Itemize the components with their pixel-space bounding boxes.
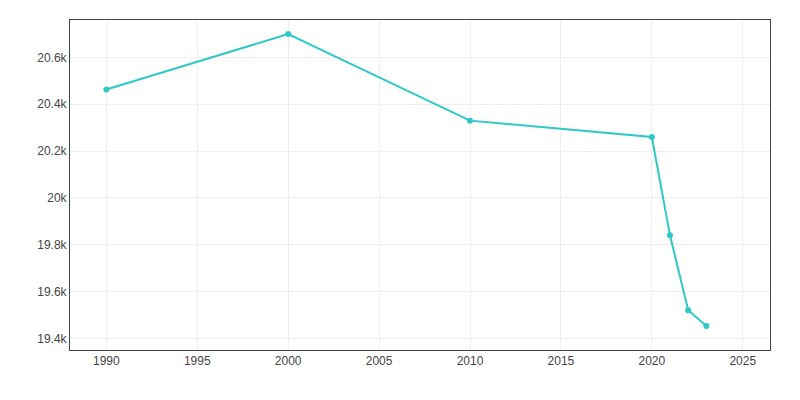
svg-text:2020: 2020 <box>638 354 665 368</box>
svg-text:1995: 1995 <box>184 354 211 368</box>
svg-text:2010: 2010 <box>457 354 484 368</box>
svg-text:20.4k: 20.4k <box>37 97 67 111</box>
svg-text:2015: 2015 <box>548 354 575 368</box>
svg-text:1990: 1990 <box>93 354 120 368</box>
svg-text:20k: 20k <box>47 191 67 205</box>
svg-text:2000: 2000 <box>275 354 302 368</box>
svg-text:20.2k: 20.2k <box>37 144 67 158</box>
svg-text:2005: 2005 <box>366 354 393 368</box>
svg-text:20.6k: 20.6k <box>37 51 67 65</box>
svg-text:19.8k: 19.8k <box>37 238 67 252</box>
svg-text:19.6k: 19.6k <box>37 285 67 299</box>
svg-text:19.4k: 19.4k <box>37 332 67 346</box>
svg-text:2025: 2025 <box>729 354 756 368</box>
